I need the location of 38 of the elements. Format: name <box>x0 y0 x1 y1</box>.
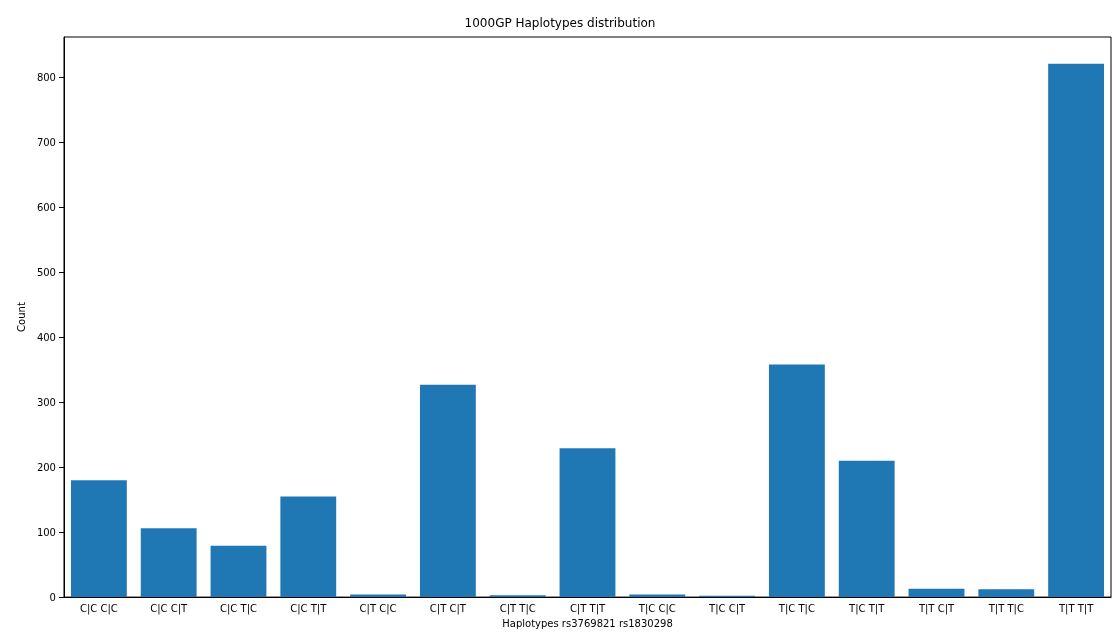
chart-title: 1000GP Haplotypes distribution <box>464 16 656 30</box>
bar <box>1048 63 1105 598</box>
x-axis-title: Haplotypes rs3769821 rs1830298 <box>502 617 673 629</box>
x-tick-label: C|T T|T <box>569 602 606 615</box>
x-tick-label: T|T T|C <box>987 602 1024 615</box>
y-tick-label: 100 <box>36 526 56 538</box>
y-tick-label: 400 <box>36 331 56 343</box>
bar <box>978 589 1035 598</box>
bar <box>70 480 127 598</box>
y-tick-label: 500 <box>36 266 56 278</box>
x-tick-label: C|T C|T <box>429 602 467 615</box>
bar <box>419 384 476 598</box>
x-tick-label: T|C T|T <box>848 602 886 615</box>
x-tick-label: C|T T|C <box>499 602 536 615</box>
y-tick-label: 600 <box>36 201 56 213</box>
y-tick-label: 800 <box>36 71 56 83</box>
y-tick-label: 700 <box>36 136 56 148</box>
bar <box>559 448 616 598</box>
x-tick-label: T|C T|C <box>777 602 815 615</box>
x-tick-label: C|C T|T <box>290 602 328 615</box>
x-tick-label: C|C C|T <box>150 602 189 615</box>
y-tick-label: 300 <box>36 396 56 408</box>
y-tick-label: 0 <box>49 591 56 603</box>
x-tick-label: C|T C|C <box>359 602 397 615</box>
bar <box>140 528 197 598</box>
y-tick-label: 200 <box>36 461 56 473</box>
x-tick-label: C|C T|C <box>220 602 257 615</box>
bar <box>280 496 337 598</box>
bar <box>838 460 895 598</box>
bar <box>210 545 267 598</box>
bar <box>768 364 825 598</box>
x-tick-label: T|C C|T <box>708 602 747 615</box>
y-axis-title: Count <box>15 302 27 332</box>
bar <box>908 588 965 598</box>
x-tick-label: T|T T|T <box>1057 602 1095 615</box>
x-tick-label: T|T C|T <box>917 602 955 615</box>
x-tick-label: T|C C|C <box>637 602 676 615</box>
x-tick-label: C|C C|C <box>79 602 118 615</box>
